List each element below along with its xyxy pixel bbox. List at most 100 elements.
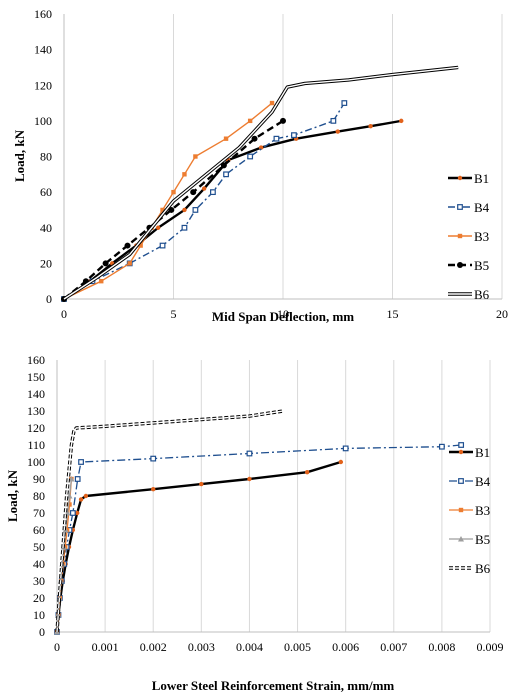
legend-label: B1 <box>474 171 489 186</box>
y-tick-label: 150 <box>27 370 45 384</box>
legend-label: B6 <box>474 287 490 302</box>
data-point <box>338 459 344 465</box>
legend-label: B6 <box>475 561 491 576</box>
x-tick-label: 0.005 <box>284 640 311 654</box>
data-point <box>160 207 165 213</box>
data-point <box>75 510 80 516</box>
data-point <box>68 476 75 482</box>
legend-item-b5: B5 <box>449 532 490 547</box>
data-point <box>220 162 227 169</box>
legend: B1 B4 B3 B5 B6 <box>449 445 491 576</box>
data-point <box>151 487 156 492</box>
y-tick-label: 80 <box>33 489 45 503</box>
data-point <box>138 243 143 248</box>
data-point <box>171 189 176 195</box>
legend-marker <box>458 449 464 455</box>
data-point <box>102 260 109 267</box>
y-tick-label: 100 <box>34 114 52 128</box>
data-point <box>64 510 71 516</box>
y-tick-label: 70 <box>33 506 45 520</box>
data-point <box>127 261 132 266</box>
y-tick-label: 120 <box>34 78 52 92</box>
data-point <box>247 153 254 160</box>
data-point <box>182 207 187 213</box>
y-tick-label: 20 <box>33 591 45 605</box>
data-point <box>69 510 76 516</box>
legend-item-b4: B4 <box>448 200 490 215</box>
legend-item-b3: B3 <box>448 229 489 244</box>
series-b6-outer-line <box>63 65 459 301</box>
series-b4-line <box>56 444 462 633</box>
data-point <box>99 278 104 284</box>
data-point <box>124 242 131 249</box>
x-tick-label: 0.006 <box>332 640 359 654</box>
data-point <box>258 145 264 150</box>
data-point <box>273 135 280 142</box>
series-b1-line <box>55 460 342 633</box>
y-tick-label: 130 <box>27 404 45 418</box>
y-tick-label: 40 <box>40 221 52 235</box>
chart-deflection: 0 5 10 15 20 0 20 40 60 80 100 120 140 160 Mid Span De… <box>12 7 508 324</box>
legend-marker <box>457 204 463 210</box>
data-point <box>247 476 252 482</box>
data-point <box>223 136 229 141</box>
data-point <box>246 450 253 457</box>
data-point <box>159 242 166 249</box>
y-tick-label: 0 <box>39 625 45 639</box>
data-point <box>210 189 216 196</box>
legend-label: B3 <box>475 503 490 518</box>
legend-label: B4 <box>475 474 491 489</box>
y-tick-label: 90 <box>33 472 45 486</box>
data-point <box>223 171 229 178</box>
x-tick-label: 5 <box>171 307 177 321</box>
legend-label: B5 <box>474 258 489 273</box>
y-tick-label: 80 <box>40 150 52 164</box>
x-tick-label: 20 <box>496 307 508 321</box>
y-tick-label: 60 <box>40 185 52 199</box>
x-tick-label: 0.008 <box>428 640 455 654</box>
x-axis-label: Lower Steel Reinforcement Strain, mm/mm <box>152 678 395 693</box>
y-tick-label: 10 <box>33 608 45 622</box>
x-tick-label: 0.001 <box>92 640 119 654</box>
y-tick-label: 60 <box>33 523 45 537</box>
y-axis-label: Load, kN <box>5 469 20 522</box>
data-point <box>399 118 404 124</box>
legend-marker <box>457 233 463 239</box>
series-b1 <box>54 459 344 635</box>
legend-item-b1: B1 <box>448 171 489 186</box>
data-point <box>251 135 258 142</box>
series-b6 <box>63 65 459 301</box>
series-b6-inner-line <box>56 410 284 633</box>
data-point <box>201 186 207 191</box>
y-tick-label: 140 <box>34 43 52 57</box>
y-tick-label: 110 <box>27 438 45 452</box>
x-tick-label: 15 <box>387 307 399 321</box>
data-point <box>150 455 157 462</box>
data-point <box>83 493 89 499</box>
legend: B1 B4 B3 B5 B6 <box>448 171 490 302</box>
x-axis-label: Mid Span Deflection, mm <box>212 309 354 324</box>
y-tick-label: 140 <box>27 387 45 401</box>
series-b4 <box>61 100 348 302</box>
x-tick-label: 0 <box>54 640 60 654</box>
data-point <box>67 502 72 507</box>
data-point <box>335 129 340 134</box>
data-point <box>78 459 84 465</box>
legend-label: B3 <box>474 229 489 244</box>
x-tick-label: 0.007 <box>380 640 407 654</box>
x-tick-label: 10 <box>277 307 289 321</box>
legend-item-b5: B5 <box>448 258 489 273</box>
series-b6-inner-line <box>63 66 459 300</box>
series-b3-line <box>63 102 273 300</box>
series-b4 <box>54 442 465 635</box>
data-point <box>458 442 465 448</box>
y-tick-label: 20 <box>40 256 52 270</box>
x-tick-label: 0.009 <box>477 640 504 654</box>
data-point <box>155 225 161 230</box>
data-point <box>280 117 286 124</box>
legend-marker <box>458 478 464 484</box>
data-point <box>193 154 198 159</box>
data-point <box>78 497 84 502</box>
legend-label: B1 <box>475 445 490 460</box>
